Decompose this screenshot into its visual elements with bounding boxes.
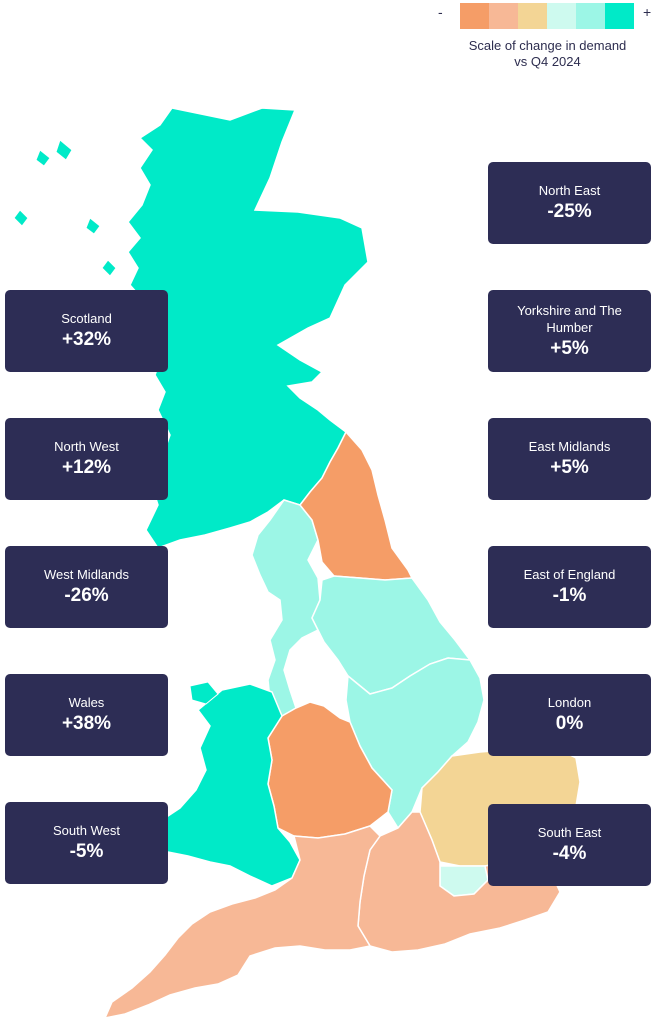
card-london: London 0%: [488, 674, 651, 756]
card-region-name: East Midlands: [528, 439, 611, 454]
card-region-value: +38%: [61, 713, 112, 734]
legend-swatch: [547, 3, 576, 29]
card-north-west: North West +12%: [5, 418, 168, 500]
card-region-name: North East: [538, 183, 601, 198]
legend-swatch: [460, 3, 489, 29]
card-region-name: Scotland: [61, 311, 112, 326]
card-scotland: Scotland +32%: [5, 290, 168, 372]
card-east-of-england: East of England -1%: [488, 546, 651, 628]
legend-swatch: [489, 3, 518, 29]
region-wales: [139, 683, 301, 887]
legend-caption: Scale of change in demand vs Q4 2024: [468, 38, 627, 69]
card-region-value: +12%: [61, 457, 112, 478]
card-region-value: -26%: [64, 585, 109, 606]
card-region-value: +5%: [550, 337, 589, 359]
legend-plus-label: +: [643, 4, 652, 20]
legend-swatch: [518, 3, 547, 29]
card-region-value: -5%: [69, 841, 104, 862]
legend-minus-label: -: [438, 4, 443, 20]
legend-swatch: [576, 3, 605, 29]
card-region-value: -25%: [547, 201, 592, 222]
region-north-west: [251, 499, 321, 717]
card-region-name: Yorkshire and The Humber: [517, 302, 622, 335]
card-region-value: +32%: [61, 329, 112, 350]
region-wales-anglesey: [189, 681, 219, 705]
legend-swatch: [605, 3, 634, 29]
card-region-name: South West: [53, 823, 120, 838]
card-west-midlands: West Midlands -26%: [5, 546, 168, 628]
card-south-east: South East -4%: [488, 804, 651, 886]
card-region-name: London: [547, 695, 592, 710]
card-region-name: South East: [537, 825, 602, 840]
card-region-value: +5%: [550, 457, 589, 478]
legend: - + Scale of change in demand vs Q4 2024: [430, 0, 662, 80]
card-region-value: -4%: [552, 843, 587, 864]
card-region-name: Wales: [68, 695, 105, 710]
card-wales: Wales +38%: [5, 674, 168, 756]
card-region-value: -1%: [552, 585, 587, 606]
card-yorkshire: Yorkshire and The Humber +5%: [488, 290, 651, 372]
card-region-name: East of England: [523, 567, 616, 582]
card-south-west: South West -5%: [5, 802, 168, 884]
card-region-value: 0%: [555, 713, 584, 734]
card-region-name: North West: [54, 439, 119, 454]
legend-swatches: [460, 3, 634, 29]
card-north-east: North East -25%: [488, 162, 651, 244]
region-scotland: [13, 107, 369, 549]
card-east-midlands: East Midlands +5%: [488, 418, 651, 500]
region-south-west: [103, 825, 381, 1020]
card-region-name: West Midlands: [43, 567, 129, 582]
